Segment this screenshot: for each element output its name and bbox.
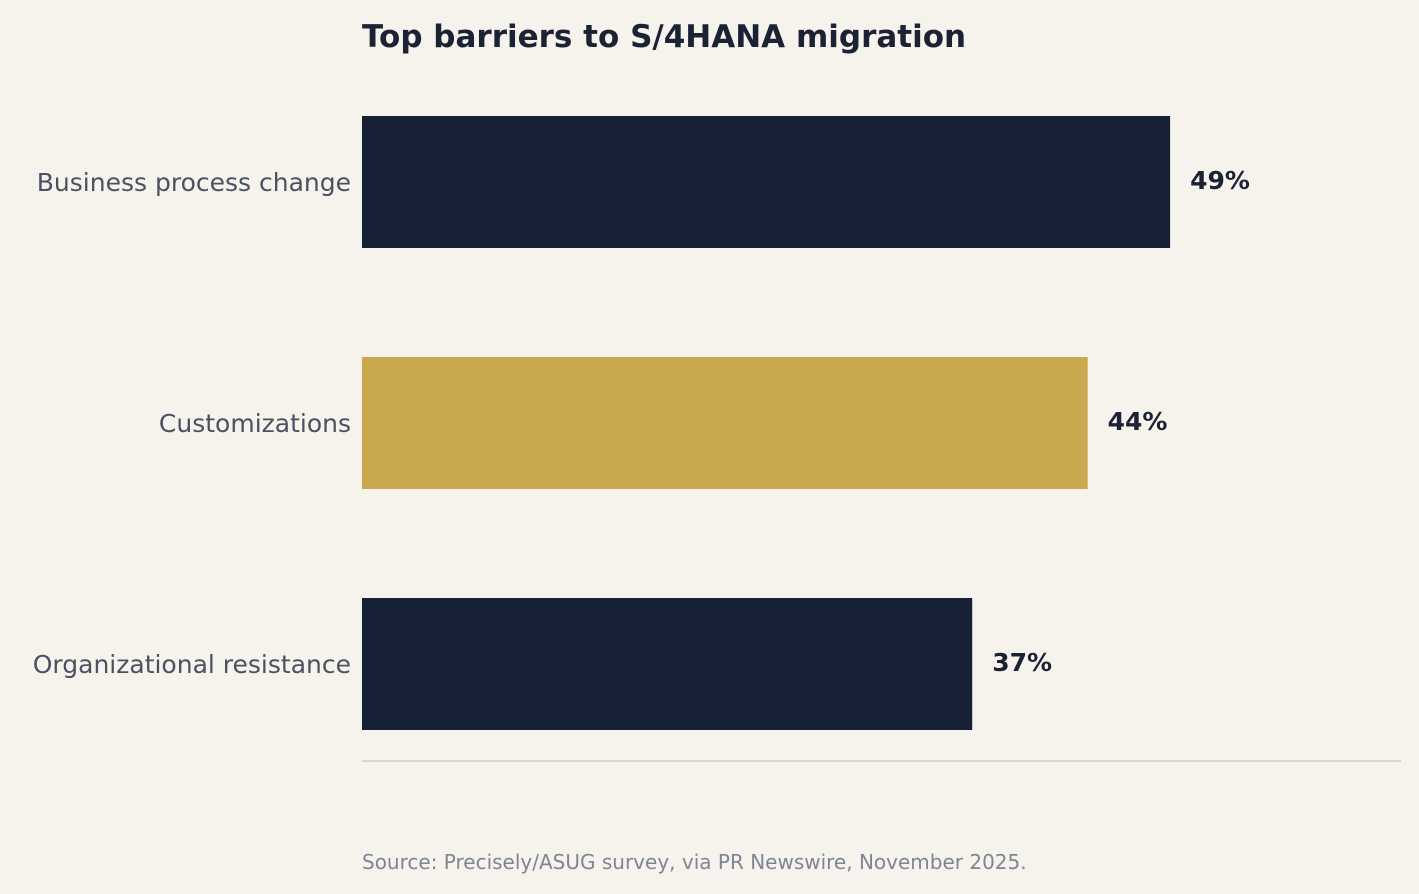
bar-0 (362, 116, 1171, 248)
bar-2 (362, 598, 973, 730)
chart-title: Top barriers to S/4HANA migration (362, 19, 966, 55)
value-label: 37% (992, 648, 1052, 677)
value-label: 44% (1108, 407, 1168, 436)
category-label: Customizations (159, 409, 351, 438)
bar-1 (362, 357, 1088, 489)
category-label: Business process change (37, 168, 351, 197)
value-label: 49% (1190, 166, 1250, 195)
category-label: Organizational resistance (33, 650, 351, 679)
bars: Business process change 49% Customizations… (33, 116, 1250, 730)
source-note: Source: Precisely/ASUG survey, via PR Ne… (362, 850, 1027, 874)
